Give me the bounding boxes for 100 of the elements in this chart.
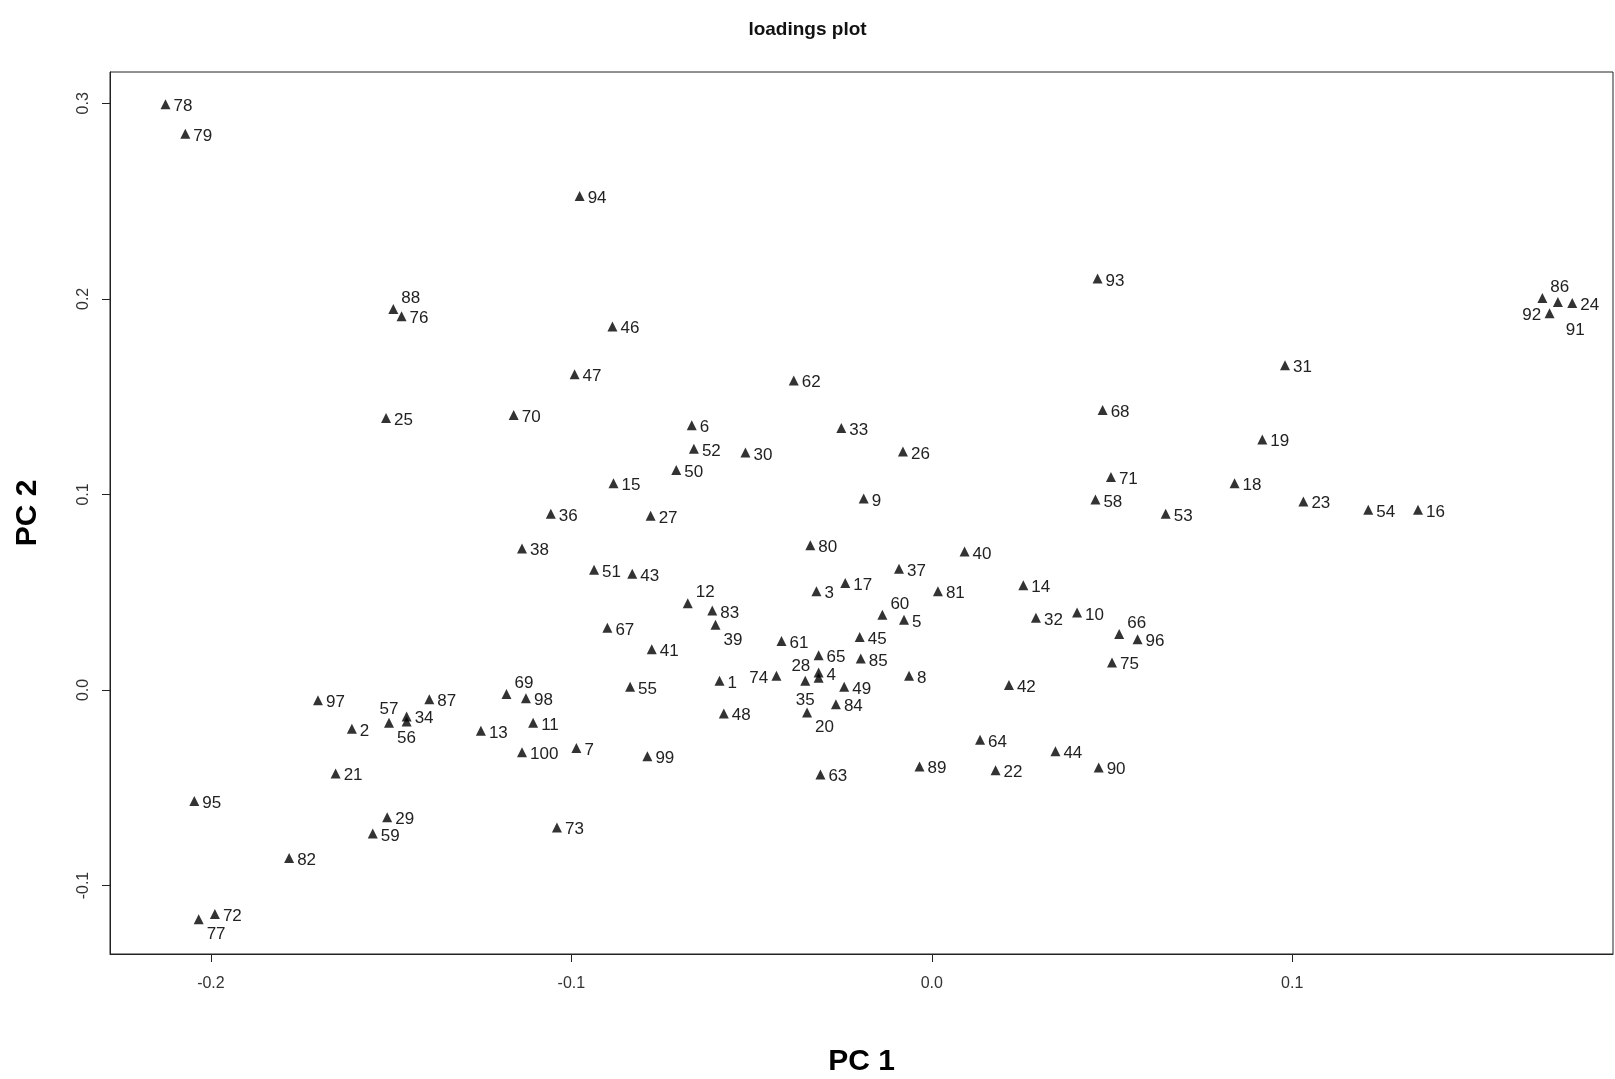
annotation: 96 (1145, 631, 1165, 651)
annotation: 52 (701, 440, 721, 460)
annotation: 5 (912, 611, 922, 631)
annotation: 11 (541, 714, 559, 734)
annotation: 36 (558, 505, 578, 525)
annotation: 41 (659, 641, 679, 661)
annotation: 92 (1522, 305, 1542, 325)
x-tick-label: -0.1 (557, 973, 586, 991)
annotation: 40 (972, 543, 992, 563)
annotation: 80 (818, 537, 838, 557)
annotation: 67 (615, 619, 635, 639)
annotation: 71 (1118, 469, 1138, 489)
annotation: 95 (202, 793, 222, 813)
x-tick-label: -0.2 (197, 973, 225, 991)
annotation: 86 (1550, 276, 1570, 296)
annotation: 53 (1173, 505, 1193, 525)
annotation: 23 (1311, 493, 1331, 513)
annotation: 9 (871, 490, 882, 510)
annotation: 24 (1580, 294, 1600, 314)
annotation: 31 (1293, 357, 1312, 377)
annotation: 25 (394, 409, 414, 429)
annotation: 73 (564, 819, 584, 839)
annotation: 99 (655, 748, 675, 768)
annotation: 28 (791, 655, 811, 675)
annotation: 60 (890, 593, 910, 613)
annotation: 13 (488, 722, 508, 742)
x-tick-label: 0.1 (1281, 973, 1304, 991)
annotation: 34 (414, 708, 434, 728)
annotation: 63 (828, 766, 848, 786)
annotation: 2 (359, 720, 370, 740)
annotation: 32 (1043, 609, 1063, 629)
annotation: 7 (584, 740, 594, 760)
annotation: 89 (927, 758, 947, 778)
annotation: 33 (849, 420, 869, 440)
annotation: 50 (684, 461, 704, 481)
annotation: 97 (325, 692, 345, 712)
annotation: 35 (795, 689, 815, 709)
y-tick-label: 0.1 (73, 483, 91, 506)
annotation: 87 (437, 691, 457, 711)
y-tick-label: 0.2 (73, 287, 91, 310)
annotation: 77 (206, 924, 226, 944)
annotation: 45 (867, 628, 887, 648)
annotation: 61 (789, 633, 809, 653)
annotation: 38 (529, 540, 549, 560)
annotation: 17 (853, 575, 873, 595)
y-axis-title: PC 2 (8, 479, 42, 547)
annotation: 51 (602, 561, 621, 581)
x-axis-title: PC 1 (828, 1042, 895, 1076)
y-tick-label: 0.3 (73, 92, 91, 115)
annotation: 1 (727, 672, 737, 692)
annotation: 39 (723, 629, 743, 649)
annotation: 74 (749, 667, 769, 687)
annotation: 57 (379, 699, 399, 719)
annotation: 43 (640, 565, 660, 585)
annotation: 14 (1031, 577, 1051, 597)
annotation: 56 (396, 727, 416, 747)
annotation: 76 (409, 308, 429, 328)
annotation: 47 (582, 366, 602, 386)
annotation: 27 (658, 507, 678, 527)
chart-title: loadings plot (748, 18, 868, 39)
annotation: 70 (521, 407, 541, 427)
annotation: 37 (906, 560, 926, 580)
annotation: 84 (843, 696, 863, 716)
y-tick-label: -0.1 (73, 871, 91, 900)
annotation: 83 (720, 602, 740, 622)
annotation: 88 (401, 288, 421, 308)
annotation: 10 (1085, 604, 1104, 624)
annotation: 30 (753, 444, 773, 464)
annotation: 81 (945, 583, 965, 603)
annotation: 90 (1106, 759, 1126, 779)
annotation: 66 (1127, 613, 1147, 633)
annotation: 15 (621, 475, 641, 495)
annotation: 55 (638, 678, 658, 698)
annotation: 49 (852, 678, 872, 698)
annotation: 65 (826, 647, 846, 667)
annotation: 78 (173, 96, 193, 116)
y-tick-label: 0.0 (73, 678, 91, 702)
annotation: 75 (1120, 654, 1139, 674)
annotation: 100 (529, 744, 559, 764)
annotation: 82 (297, 849, 317, 869)
annotation: 22 (1003, 762, 1023, 782)
annotation: 58 (1103, 491, 1123, 511)
annotation: 4 (826, 664, 837, 684)
annotation: 64 (988, 731, 1007, 751)
annotation: 91 (1565, 319, 1585, 339)
annotation: 6 (699, 417, 710, 437)
annotation: 44 (1063, 743, 1083, 763)
annotation: 21 (343, 765, 363, 785)
annotation: 98 (533, 690, 553, 710)
annotation: 69 (514, 673, 534, 693)
annotation: 3 (824, 583, 834, 603)
annotation: 26 (910, 443, 930, 463)
annotation: 42 (1016, 676, 1036, 696)
annotation: 48 (731, 705, 751, 725)
annotation: 72 (222, 906, 242, 926)
annotation: 19 (1270, 431, 1290, 451)
annotation: 18 (1242, 475, 1262, 495)
annotation: 85 (868, 650, 888, 670)
annotation: 8 (917, 667, 927, 687)
x-tick-label: 0.0 (920, 973, 943, 991)
